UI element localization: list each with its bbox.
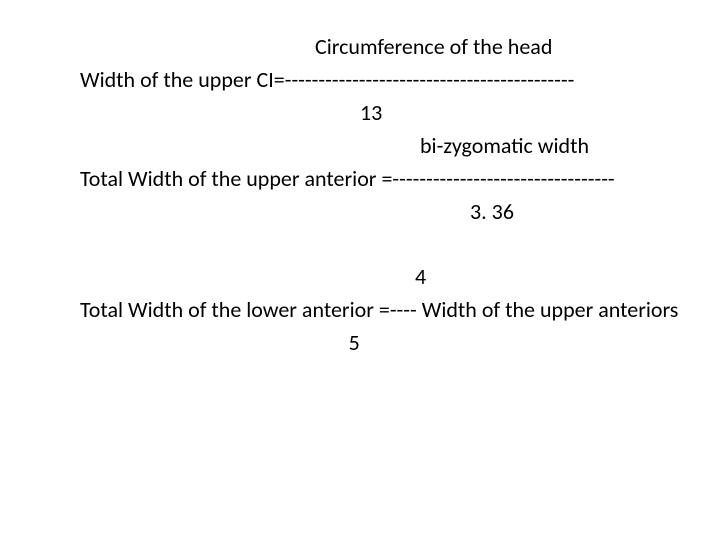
formula3-equation: Total Width of the lower anterior =---- … [80, 293, 645, 326]
formula1-equation: Width of the upper CI=------------------… [80, 63, 645, 96]
formula2-equation: Total Width of the upper anterior =-----… [80, 162, 645, 195]
spacer [80, 228, 645, 260]
formula3-denominator: 5 [80, 326, 645, 359]
formula1-denominator: 13 [80, 96, 645, 129]
formula2-denominator: 3. 36 [80, 195, 645, 228]
formula3-numerator: 4 [80, 260, 645, 293]
formula2-numerator: bi-zygomatic width [80, 129, 645, 162]
formula1-numerator: Circumference of the head [80, 30, 645, 63]
